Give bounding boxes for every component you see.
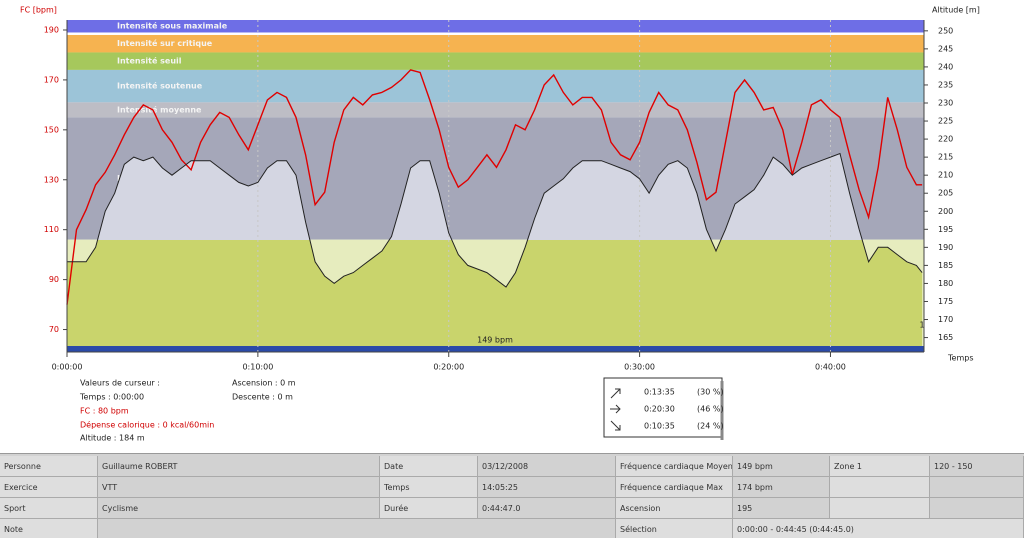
- table-cell: [930, 498, 1024, 519]
- x-tick-label: 0:10:00: [242, 363, 273, 372]
- slope-pct: (24 %): [697, 422, 724, 431]
- y-tick-label: 190: [44, 25, 59, 34]
- table-cell: 14:05:25: [478, 477, 616, 498]
- zone-label: Intensité soutenue: [117, 81, 203, 91]
- slope-time: 0:13:35: [644, 388, 675, 397]
- y2-tick-label: 170: [938, 315, 953, 324]
- cursor-ascent: Ascension : 0 m: [232, 379, 296, 388]
- y2-tick-label: 205: [938, 189, 953, 198]
- table-cell: 174 bpm: [733, 477, 830, 498]
- y2-tick-label: 190: [938, 243, 953, 252]
- table-cell: Fréquence cardiaque Max: [616, 477, 733, 498]
- table-cell: 03/12/2008: [478, 456, 616, 477]
- table-cell: Exercice: [0, 477, 98, 498]
- altitude-area: [67, 240, 923, 352]
- table-cell: Date: [380, 456, 478, 477]
- y2-tick-label: 235: [938, 80, 953, 89]
- table-cell: Zone 1: [830, 456, 930, 477]
- table-cell: Temps: [380, 477, 478, 498]
- y-axis-title: FC [bpm]: [20, 6, 57, 15]
- cursor-marker: 1: [919, 321, 924, 330]
- y2-tick-label: 240: [938, 62, 953, 71]
- x-tick-label: 0:40:00: [815, 363, 846, 372]
- y2-tick-label: 175: [938, 297, 953, 306]
- altitude-area: [97, 153, 863, 240]
- x-tick-label: 0:20:00: [433, 363, 464, 372]
- y2-tick-label: 215: [938, 153, 953, 162]
- table-cell: Ascension: [616, 498, 733, 519]
- table-cell: 0:00:00 - 0:44:45 (0:44:45.0): [733, 519, 1024, 538]
- y2-tick-label: 245: [938, 44, 953, 53]
- y-tick-label: 170: [44, 75, 59, 84]
- zone-label: Intensité sur critique: [117, 38, 213, 48]
- table-cell: Sélection: [616, 519, 733, 538]
- table-cell: Fréquence cardiaque Moyenne: [616, 456, 733, 477]
- average-label: 149 bpm: [477, 336, 513, 345]
- y2-tick-label: 220: [938, 135, 953, 144]
- table-cell: [830, 477, 930, 498]
- table-cell: Durée: [380, 498, 478, 519]
- y2-tick-label: 210: [938, 171, 953, 180]
- table-cell: [930, 477, 1024, 498]
- table-cell: 195: [733, 498, 830, 519]
- slope-pct: (30 %): [697, 388, 724, 397]
- table-cell: 0:44:47.0: [478, 498, 616, 519]
- table-cell: Personne: [0, 456, 98, 477]
- zone-label: Intensité seuil: [117, 56, 182, 66]
- slope-time: 0:10:35: [644, 422, 675, 431]
- zone-band: [67, 20, 924, 33]
- cursor-hr: FC : 80 bpm: [80, 407, 129, 416]
- y2-tick-label: 200: [938, 207, 953, 216]
- table-cell: Cyclisme: [98, 498, 380, 519]
- table-cell: 120 - 150: [930, 456, 1024, 477]
- zone-band: [67, 102, 924, 118]
- slope-icons: [610, 388, 621, 431]
- x-axis-bar: [67, 346, 924, 352]
- table-cell: [830, 498, 930, 519]
- zone-label: Intensité sous maximale: [117, 21, 228, 31]
- y-tick-label: 90: [49, 275, 59, 284]
- cursor-calories: Dépense calorique : 0 kcal/60min: [80, 420, 214, 430]
- y2-tick-label: 250: [938, 26, 953, 35]
- cursor-title: Valeurs de curseur :: [80, 379, 160, 388]
- y2-tick-label: 195: [938, 225, 953, 234]
- y2-tick-label: 180: [938, 279, 953, 288]
- series-line: [66, 69, 923, 305]
- zone-band: [67, 69, 924, 103]
- chart: Intensité sous maximale Intensité sur cri…: [20, 6, 980, 443]
- y2-tick-label: 165: [938, 333, 953, 342]
- cursor-altitude: Altitude : 184 m: [80, 434, 145, 443]
- slope-time: 0:20:30: [644, 405, 675, 414]
- table-cell: 149 bpm: [733, 456, 830, 477]
- info-table: Personne Guillaume ROBERT Date 03/12/2008 Fr…: [0, 453, 1024, 538]
- table-cell: Note: [0, 519, 98, 538]
- y2-tick-label: 230: [938, 99, 953, 108]
- slope-box: [603, 377, 723, 438]
- table-cell: Guillaume ROBERT: [98, 456, 380, 477]
- y-tick-label: 130: [44, 175, 59, 184]
- slope-pct: (46 %): [697, 405, 724, 414]
- y-tick-label: 110: [44, 225, 59, 234]
- x-axis-title: Temps: [947, 354, 974, 363]
- y2-tick-label: 185: [938, 261, 953, 270]
- y-tick-label: 150: [44, 125, 59, 134]
- series-line: [67, 152, 923, 288]
- y2-axis-title: Altitude [m]: [932, 6, 980, 15]
- cursor-descent: Descente : 0 m: [232, 393, 293, 402]
- x-tick-label: 0:30:00: [624, 363, 655, 372]
- table-cell: [98, 519, 616, 538]
- zone-label: Intensité moyenne: [117, 104, 202, 114]
- y-tick-label: 70: [49, 325, 59, 334]
- zone-band: [67, 34, 924, 53]
- cursor-time: Temps : 0:00:00: [79, 393, 144, 402]
- table-cell: Sport: [0, 498, 98, 519]
- table-cell: VTT: [98, 477, 380, 498]
- x-tick-label: 0:00:00: [52, 363, 83, 372]
- y2-tick-label: 225: [938, 117, 953, 126]
- zone-band: [67, 52, 924, 70]
